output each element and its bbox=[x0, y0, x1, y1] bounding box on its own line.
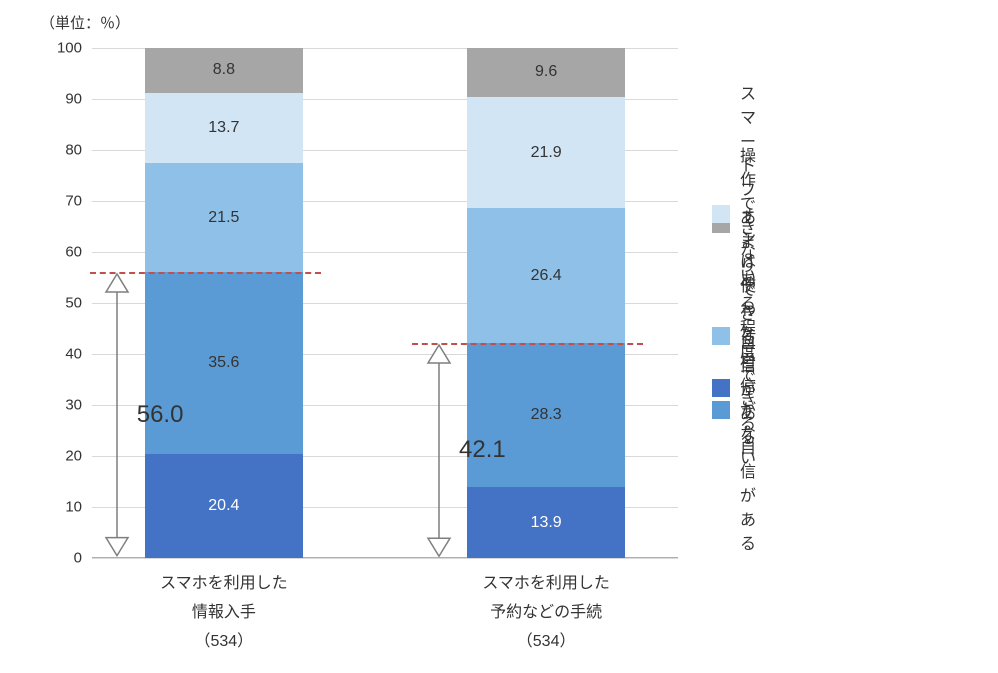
x-axis-label: スマホを利用した予約などの手続（534） bbox=[446, 570, 646, 656]
legend-item: 自信がある bbox=[712, 328, 756, 448]
x-axis-label: スマホを利用した情報入手（534） bbox=[124, 570, 324, 656]
bar-segment-value: 13.9 bbox=[531, 514, 562, 532]
x-axis-label-line: スマホを利用した bbox=[124, 570, 324, 599]
bar-segment-value: 21.5 bbox=[208, 209, 239, 227]
y-axis-tick: 0 bbox=[42, 550, 82, 567]
double-arrow-icon bbox=[425, 343, 453, 558]
plot-area: 010203040506070809010020.435.621.513.78.… bbox=[92, 48, 678, 558]
y-axis-tick: 70 bbox=[42, 193, 82, 210]
bar-segment-value: 26.4 bbox=[531, 267, 562, 285]
x-axis-label-line: （534） bbox=[124, 628, 324, 657]
gridline bbox=[92, 558, 678, 559]
y-axis-tick: 20 bbox=[42, 448, 82, 465]
bar-segment-value: 8.8 bbox=[213, 61, 235, 79]
bar-segment-cannot_operate: 13.7 bbox=[145, 93, 303, 163]
y-axis-tick: 60 bbox=[42, 244, 82, 261]
bar-segment-value: 35.6 bbox=[208, 354, 239, 372]
chart-container: （単位：％） 0 10 20 30 40 50 60 70 80 90 100 20.4 35.6 21.… bbox=[0, 0, 998, 673]
y-axis-tick: 30 bbox=[42, 397, 82, 414]
y-axis-tick: 10 bbox=[42, 499, 82, 516]
bar-segment-dont_use: 9.6 bbox=[467, 48, 625, 97]
bar-group: 20.4 35.6 21.5 13.7 8.8 bbox=[145, 48, 303, 558]
bar-segment-somewhat_confident: 28.3 bbox=[467, 343, 625, 487]
bar-segment-confident: 20.4 bbox=[145, 454, 303, 558]
unit-label: （単位：％） bbox=[40, 12, 130, 33]
y-axis-tick: 50 bbox=[42, 295, 82, 312]
bar-segment-dont_use: 8.8 bbox=[145, 48, 303, 93]
callout-value: 56.0 bbox=[137, 401, 184, 429]
y-axis-tick: 90 bbox=[42, 91, 82, 108]
bar-segment-value: 20.4 bbox=[208, 497, 239, 515]
bar-segment-value: 28.3 bbox=[531, 406, 562, 424]
y-axis-tick: 40 bbox=[42, 346, 82, 363]
x-axis-label-line: 情報入手 bbox=[124, 599, 324, 628]
bar-segment-cannot_operate: 21.9 bbox=[467, 97, 625, 209]
legend-swatch bbox=[712, 379, 730, 397]
y-axis-tick: 80 bbox=[42, 142, 82, 159]
legend-label: 自信がある bbox=[740, 328, 756, 448]
bar-segment-value: 9.6 bbox=[535, 63, 557, 81]
y-axis-tick: 100 bbox=[42, 40, 82, 57]
x-axis-label-line: スマホを利用した bbox=[446, 570, 646, 599]
x-axis-label-line: 予約などの手続 bbox=[446, 599, 646, 628]
callout-value: 42.1 bbox=[459, 436, 506, 464]
bar-group: 13.9 28.3 26.4 21.9 9.6 bbox=[467, 48, 625, 558]
bar-segment-not_very_confident: 26.4 bbox=[467, 208, 625, 343]
bar-segment-value: 13.7 bbox=[208, 119, 239, 137]
double-arrow-icon bbox=[103, 272, 131, 558]
x-axis-label-line: （534） bbox=[446, 628, 646, 657]
bar-segment-confident: 13.9 bbox=[467, 487, 625, 558]
bar-segment-value: 21.9 bbox=[531, 144, 562, 162]
bar-segment-not_very_confident: 21.5 bbox=[145, 163, 303, 273]
